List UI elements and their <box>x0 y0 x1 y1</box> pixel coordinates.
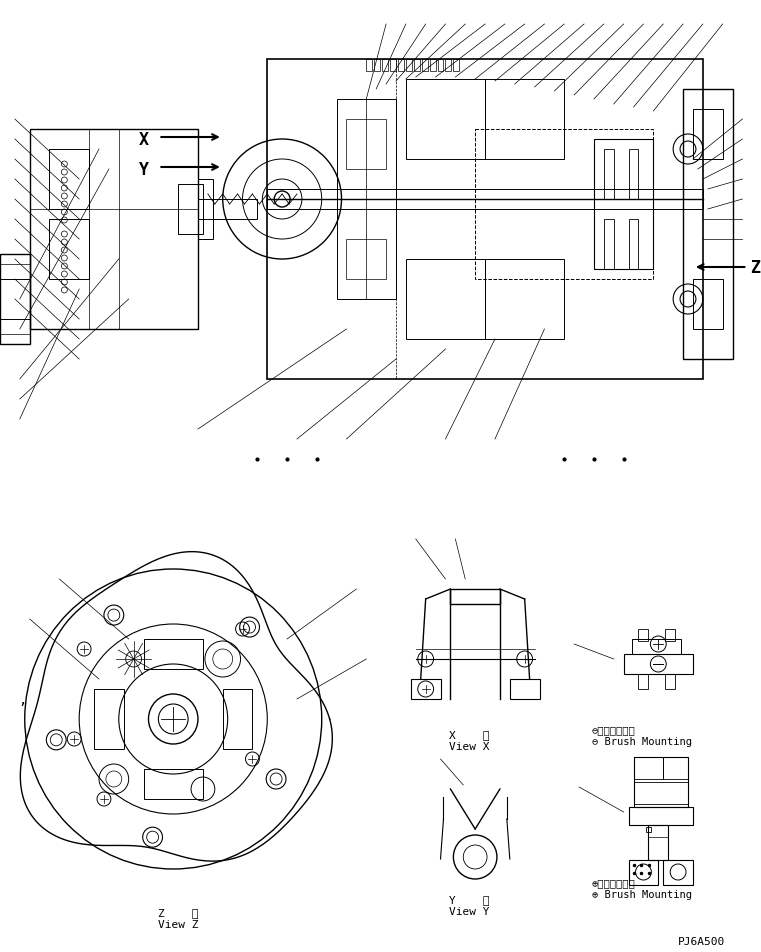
Bar <box>629 220 638 269</box>
Text: Y: Y <box>139 161 148 179</box>
Bar <box>665 629 675 642</box>
Bar <box>336 100 396 300</box>
Bar <box>629 860 658 885</box>
Bar <box>454 60 460 72</box>
Bar <box>629 149 638 200</box>
Bar <box>49 149 89 209</box>
Bar <box>664 860 693 885</box>
Bar <box>603 220 614 269</box>
Text: Z    視: Z 視 <box>158 907 199 917</box>
Bar <box>475 129 654 280</box>
Bar <box>634 757 688 807</box>
Bar <box>638 629 648 642</box>
Bar <box>178 185 203 235</box>
Bar <box>198 180 213 240</box>
Bar <box>664 757 688 779</box>
Bar <box>632 640 681 654</box>
Bar <box>223 689 253 749</box>
Bar <box>638 674 648 689</box>
Bar <box>382 60 388 72</box>
Bar <box>398 60 404 72</box>
Bar <box>594 140 654 269</box>
Bar <box>406 260 485 340</box>
Bar <box>510 680 540 700</box>
Bar <box>422 60 428 72</box>
Bar <box>144 769 203 799</box>
Bar <box>665 674 675 689</box>
Bar <box>693 109 723 160</box>
Bar <box>624 654 693 674</box>
Bar <box>646 827 651 832</box>
Bar <box>451 589 500 605</box>
Bar <box>346 240 386 280</box>
Text: View Y: View Y <box>450 906 490 916</box>
Text: ,: , <box>18 692 26 706</box>
Bar <box>406 80 485 160</box>
Bar <box>406 60 412 72</box>
Bar <box>648 825 668 860</box>
Text: PJ6A500: PJ6A500 <box>678 936 725 946</box>
Bar <box>267 189 703 209</box>
Bar <box>629 807 693 825</box>
Bar <box>0 255 30 345</box>
Bar <box>485 260 564 340</box>
Text: ⊕ Brush Mounting: ⊕ Brush Mounting <box>592 889 692 899</box>
Bar <box>634 757 664 779</box>
Text: Y    視: Y 視 <box>450 894 490 904</box>
Text: X    視: X 視 <box>450 729 490 739</box>
Text: View X: View X <box>450 742 490 751</box>
Bar <box>346 120 386 169</box>
Bar <box>94 689 124 749</box>
Bar <box>445 60 451 72</box>
Bar <box>390 60 396 72</box>
Bar <box>267 60 703 380</box>
Bar <box>0 280 30 320</box>
Text: ⊖ブラシ取付法: ⊖ブラシ取付法 <box>592 724 635 734</box>
Bar <box>438 60 444 72</box>
Text: ⊕ブラシ取付法: ⊕ブラシ取付法 <box>592 877 635 887</box>
Bar <box>430 60 435 72</box>
Bar <box>30 129 198 329</box>
Bar <box>144 640 203 669</box>
Bar <box>374 60 380 72</box>
Text: X: X <box>139 130 148 149</box>
Bar <box>485 80 564 160</box>
Bar <box>198 200 257 220</box>
Bar <box>414 60 420 72</box>
Bar <box>49 220 89 280</box>
Circle shape <box>158 704 188 734</box>
Bar <box>693 280 723 329</box>
Text: View Z: View Z <box>158 919 199 929</box>
Bar <box>683 89 733 360</box>
Text: ⊖ Brush Mounting: ⊖ Brush Mounting <box>592 736 692 746</box>
Bar <box>603 149 614 200</box>
Bar <box>411 680 441 700</box>
Bar <box>634 783 688 804</box>
Text: Z: Z <box>750 259 760 277</box>
Bar <box>366 60 372 72</box>
